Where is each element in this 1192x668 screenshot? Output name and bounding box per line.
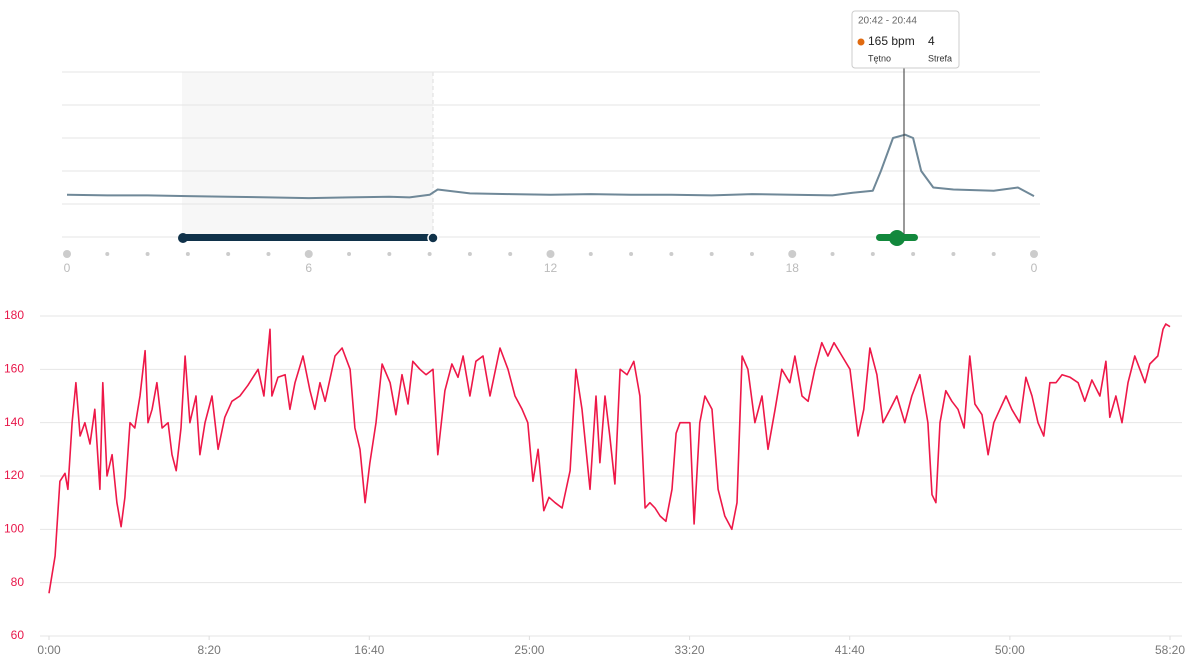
x-tick-dot <box>304 250 313 258</box>
y-tick-label: 100 <box>4 522 24 536</box>
hour-dot <box>629 252 634 256</box>
hour-dot <box>830 252 835 256</box>
x-tick-label: 50:00 <box>995 643 1025 657</box>
y-tick-label: 80 <box>11 575 25 589</box>
hour-dot <box>266 252 271 256</box>
activity-icon <box>889 230 905 246</box>
hour-dot <box>226 252 231 256</box>
y-tick-label: 140 <box>4 415 24 429</box>
y-tick-label: 60 <box>11 628 25 642</box>
x-tick-label: 25:00 <box>514 643 544 657</box>
sleep-bar <box>180 234 438 241</box>
x-tick-label: 0 <box>64 261 71 275</box>
tooltip-dot <box>857 38 865 46</box>
x-tick-label: 8:20 <box>197 643 221 657</box>
tooltip-value-label: Tętno <box>868 53 891 63</box>
tooltip: 20:42 - 20:44 165 bpm 4 Tętno Strefa <box>851 10 960 69</box>
hour-dot <box>467 252 472 256</box>
sleep-shade <box>182 72 433 237</box>
sleep-start-icon <box>178 233 188 243</box>
x-tick-label: 0:00 <box>37 643 61 657</box>
hour-dot <box>951 252 956 256</box>
hour-dot <box>105 252 110 256</box>
line <box>48 323 1171 594</box>
sleep-end-icon <box>427 232 439 244</box>
x-tick-label: 12 <box>544 261 558 275</box>
hour-dot <box>588 252 593 256</box>
hour-dot <box>709 252 714 256</box>
x-tick-label: 58:20 <box>1155 643 1185 657</box>
x-tick-label: 0 <box>1031 261 1038 275</box>
x-tick-dot <box>1030 250 1038 258</box>
line <box>66 133 1035 200</box>
hour-dot <box>870 252 875 256</box>
tooltip-zone: 4 <box>928 34 935 48</box>
hour-dot <box>185 252 190 256</box>
tooltip-zone-label: Strefa <box>928 53 952 63</box>
x-tick-label: 6 <box>305 261 312 275</box>
tooltip-time: 20:42 - 20:44 <box>858 16 917 27</box>
hour-dot <box>427 252 432 256</box>
hour-dot <box>508 252 513 256</box>
hour-dot <box>669 252 674 256</box>
x-tick-dot <box>63 250 71 258</box>
x-tick-label: 16:40 <box>354 643 384 657</box>
x-tick-dot <box>788 250 797 258</box>
y-tick-label: 160 <box>4 362 24 376</box>
x-tick-label: 18 <box>786 261 800 275</box>
x-tick-dot <box>546 250 555 258</box>
x-tick-label: 41:40 <box>835 643 865 657</box>
y-tick-label: 120 <box>4 468 24 482</box>
hour-dot <box>749 252 754 256</box>
tooltip-value: 165 bpm <box>868 34 915 48</box>
hour-dot <box>347 252 352 256</box>
hour-dot <box>145 252 150 256</box>
hour-dot <box>991 252 996 256</box>
y-tick-label: 180 <box>4 308 24 322</box>
tooltip-box <box>851 10 960 69</box>
hour-dot <box>387 252 392 256</box>
hour-dot <box>911 252 916 256</box>
x-tick-label: 33:20 <box>675 643 705 657</box>
